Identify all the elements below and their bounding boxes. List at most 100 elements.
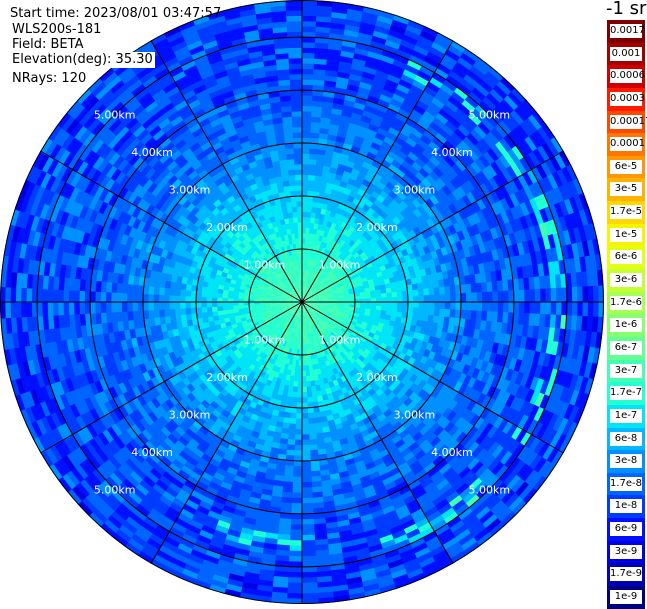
ppi-cell [418, 302, 424, 309]
ppi-cell [387, 297, 393, 302]
ppi-cell [302, 164, 310, 170]
ppi-cell [540, 289, 546, 303]
ppi-cell [397, 302, 403, 308]
ppi-cell [466, 302, 472, 312]
ppi-cell [302, 121, 312, 127]
ppi-cell [365, 295, 371, 299]
ppi-cell [292, 471, 302, 477]
ppi-cell [302, 127, 312, 133]
ppi-cell [519, 290, 525, 303]
ppi-cell [301, 58, 315, 64]
ppi-cell [301, 21, 317, 27]
ppi-cell [355, 296, 361, 300]
ppi-cell [301, 47, 316, 53]
ppi-cell [593, 286, 599, 303]
ppi-cell [293, 466, 303, 472]
ppi-cell [295, 424, 302, 430]
ppi-cell [302, 471, 312, 477]
ppi-cell [392, 297, 398, 303]
ppi-cell [535, 301, 541, 315]
ppi-cell [306, 376, 311, 382]
ppi-cell [302, 211, 307, 217]
ppi-cell [293, 461, 303, 467]
ppi-cell [381, 297, 387, 302]
ppi-cell [301, 588, 318, 594]
ppi-cell [302, 408, 308, 414]
ppi-cell [302, 413, 309, 419]
ppi-cell [286, 582, 303, 588]
ppi-cell [567, 287, 573, 303]
ppi-cell [424, 295, 430, 302]
ppi-cell [530, 289, 536, 302]
ppi-cell [302, 418, 309, 424]
ppi-cell [301, 68, 314, 74]
ppi-cell [440, 294, 446, 302]
ppi-cell [291, 492, 302, 498]
ppi-cell [301, 545, 315, 551]
ppi-cell [294, 445, 303, 451]
ppi-cell [294, 434, 302, 440]
ppi-cell [492, 291, 498, 302]
ppi-cell [434, 302, 440, 310]
ppi-cell [305, 371, 310, 377]
ppi-cell [461, 302, 467, 312]
ppi-cell [289, 540, 303, 546]
ppi-cell [593, 301, 599, 318]
ppi-cell [556, 288, 562, 303]
ppi-cell [302, 434, 310, 440]
ppi-cell [302, 440, 310, 446]
ppi-cell [487, 302, 493, 313]
ppi-cell [302, 503, 314, 509]
ppi-cell [408, 296, 414, 302]
ppi-cell [302, 95, 314, 101]
ppi-cell [387, 302, 393, 307]
ppi-cell [302, 461, 312, 467]
ppi-cell [582, 301, 588, 318]
ppi-cell [302, 477, 312, 483]
ppi-cell [503, 302, 509, 314]
ppi-cell [305, 355, 309, 361]
ppi-cell [295, 418, 302, 424]
ppi-cell [306, 386, 312, 392]
ppi-cell [392, 302, 398, 308]
ppi-cell [301, 15, 318, 21]
ppi-cell [524, 301, 530, 314]
ppi-cell [413, 290, 419, 297]
ppi-cell [514, 301, 520, 314]
ppi-cell [418, 289, 424, 296]
ppi-cell [302, 217, 307, 223]
ppi-cell [302, 158, 310, 164]
ppi-cell [296, 408, 302, 414]
ppi-cell [289, 535, 303, 541]
ppi-cell [413, 302, 419, 309]
ppi-cell [450, 302, 456, 311]
ppi-cell [471, 302, 477, 312]
ppi-cell [302, 206, 308, 212]
ppi-cell [386, 292, 392, 298]
ppi-cell [307, 397, 313, 403]
ppi-cell [519, 301, 525, 314]
ppi-cell [381, 302, 387, 307]
ppi-cell [397, 291, 403, 297]
ppi-cell [291, 503, 303, 509]
ppi-cell [524, 290, 530, 303]
ppi-cell [582, 286, 588, 303]
ppi-cell [302, 137, 312, 143]
ppi-cell [286, 593, 303, 599]
ppi-cell [371, 294, 377, 299]
ppi-cell [301, 31, 317, 37]
ppi-cell [572, 287, 578, 303]
ppi-cell [301, 582, 318, 588]
ppi-cell [301, 53, 315, 59]
ppi-cell [294, 450, 303, 456]
ppi-cell [424, 302, 430, 309]
ppi-cell [302, 111, 313, 117]
ppi-cell [295, 429, 303, 435]
ppi-cell [301, 42, 316, 48]
ppi-cell [530, 301, 536, 314]
ppi-cell [297, 381, 302, 387]
ppi-cell [408, 302, 414, 308]
ppi-cell [302, 148, 311, 154]
ppi-cell [302, 185, 309, 191]
ppi-cell [397, 296, 403, 302]
